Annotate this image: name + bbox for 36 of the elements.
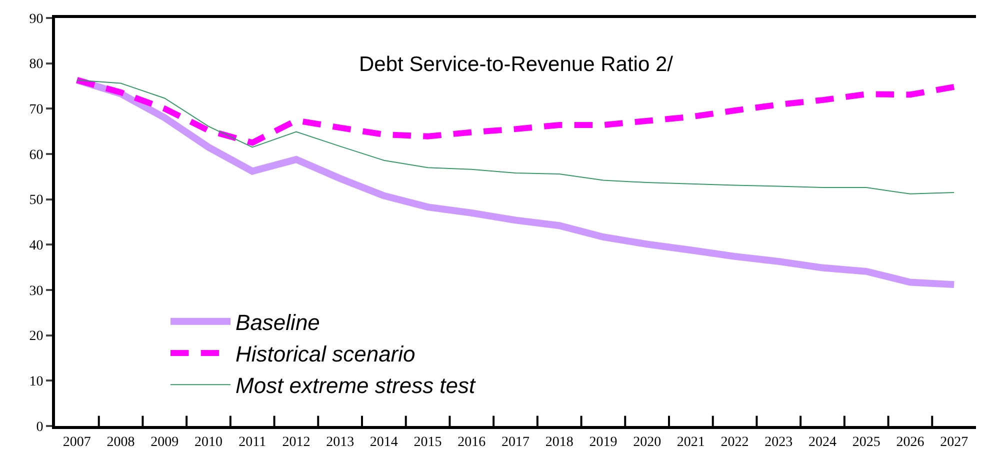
y-tick-label: 20 [29,329,44,344]
x-tick-label: 2018 [545,434,574,450]
line-series [76,80,955,194]
y-tick-label: 30 [29,284,44,299]
x-tick-label: 2015 [414,434,442,450]
y-tick-label: 60 [29,148,44,163]
x-tick-label: 2009 [150,434,179,450]
x-tick-label: 2013 [326,434,354,450]
x-tick-label: 2026 [896,434,924,450]
x-tick-label: 2024 [808,434,836,450]
y-tick-label: 50 [29,193,44,208]
x-tick-label: 2023 [764,434,793,450]
x-tick-label: 2019 [589,434,618,450]
x-tick-label: 2021 [676,434,705,450]
x-tick-label: 2014 [370,434,398,450]
x-tick-label: 2008 [106,434,135,450]
y-tick-label: 70 [29,102,44,118]
y-tick-label: 10 [29,374,44,390]
x-tick-label: 2020 [633,434,662,450]
y-tick-label: 90 [29,12,44,27]
x-tick-label: 2025 [852,434,880,450]
x-tick-label: 2011 [238,434,266,450]
y-tick-label: 0 [36,420,44,435]
x-tick-label: 2010 [194,434,222,450]
x-tick-label: 2022 [720,434,749,450]
y-tick-label: 80 [29,57,44,72]
legend-label: Baseline [236,310,320,335]
x-tick-label: 2007 [62,434,91,450]
x-tick-label: 2017 [502,434,530,450]
legend-label: Most extreme stress test [236,373,476,398]
y-tick-label: 40 [29,238,44,254]
text: Debt Service-to-Revenue Ratio 2/ [359,53,674,76]
x-tick-label: 2016 [458,434,486,450]
legend-label: Historical scenario [236,342,416,367]
x-tick-label: 2012 [282,434,310,450]
x-tick-label: 2027 [940,434,968,450]
